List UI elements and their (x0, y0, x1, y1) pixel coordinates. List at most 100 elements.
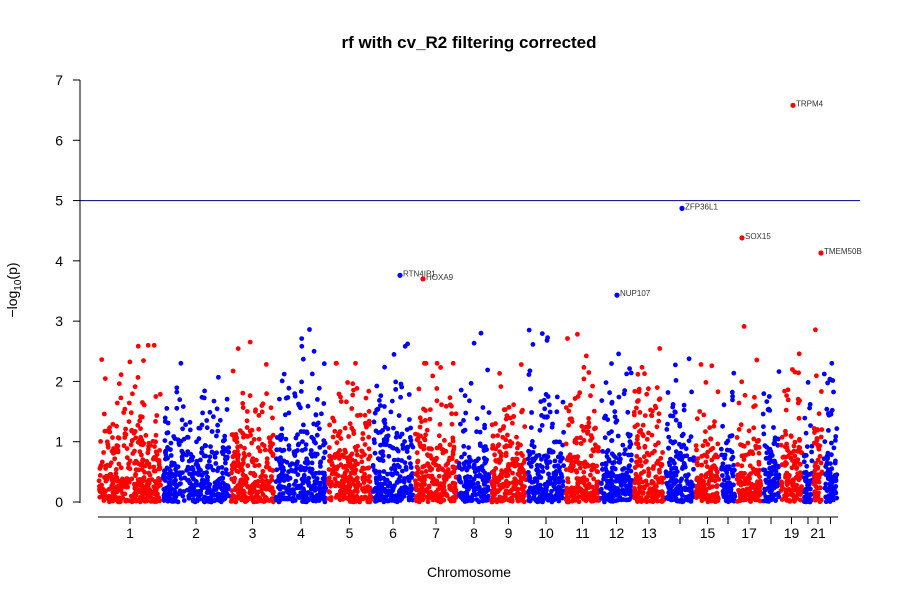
snp-point (434, 398, 440, 404)
snp-point (147, 472, 153, 478)
snp-point (565, 476, 571, 481)
snp-point (753, 488, 759, 493)
snp-point (186, 495, 192, 501)
snp-point (184, 467, 190, 473)
snp-point (644, 391, 650, 397)
snp-point (818, 434, 824, 440)
snp-point (142, 463, 148, 469)
snp-point (341, 483, 346, 489)
snp-point (694, 416, 700, 422)
snp-point (317, 482, 323, 487)
snp-point (281, 371, 287, 377)
snp-point (203, 443, 209, 449)
snp-point (708, 436, 714, 442)
snp-point (301, 488, 307, 494)
snp-point (256, 445, 261, 450)
snp-point (357, 482, 363, 488)
snp-point (214, 450, 220, 456)
snp-point (542, 481, 548, 487)
snp-point (380, 427, 386, 433)
snp-point (522, 424, 528, 429)
snp-point (327, 489, 332, 495)
snp-point (311, 495, 317, 501)
snp-point (798, 497, 803, 503)
snp-point (495, 433, 500, 438)
snp-point (303, 465, 309, 471)
snp-point (462, 451, 467, 457)
snp-point (458, 387, 464, 393)
snp-point (504, 470, 510, 476)
snp-point (593, 425, 598, 431)
snp-point (113, 467, 119, 472)
snp-point (581, 365, 587, 370)
snp-point (825, 472, 830, 478)
snp-point (367, 474, 372, 479)
snp-point (430, 373, 436, 379)
y-tick-label: 7 (55, 72, 63, 88)
snp-point (833, 438, 838, 443)
snp-point (606, 430, 612, 436)
snp-point (576, 499, 582, 505)
snp-point (366, 478, 371, 484)
snp-point (603, 461, 608, 466)
snp-point (399, 384, 405, 390)
snp-point (813, 460, 819, 466)
snp-point (680, 431, 686, 437)
snp-point (415, 466, 421, 472)
snp-point (660, 450, 665, 455)
snp-point (256, 426, 262, 432)
snp-point (233, 485, 239, 491)
snp-point (274, 435, 280, 440)
snp-point (194, 458, 200, 464)
snp-point (729, 456, 734, 462)
snp-point (659, 498, 664, 504)
snp-point (826, 428, 831, 433)
snp-point (437, 494, 442, 499)
snp-point (703, 459, 709, 465)
snp-point (130, 438, 135, 443)
snp-point (180, 457, 185, 463)
x-tick-label: 11 (575, 525, 590, 541)
snp-point (498, 451, 504, 457)
snp-point (579, 423, 585, 429)
snp-point (414, 437, 420, 443)
gene-label: HOXA9 (426, 273, 454, 282)
snp-point (366, 409, 372, 414)
snp-point (229, 470, 234, 476)
snp-point (249, 427, 255, 433)
snp-point (755, 495, 760, 501)
snp-point (154, 452, 160, 457)
x-axis-label: Chromosome (427, 564, 511, 580)
snp-point (147, 464, 153, 470)
snp-point (615, 497, 621, 503)
snp-point (401, 478, 407, 484)
snp-point (568, 459, 574, 464)
snp-point (637, 429, 642, 435)
snp-point (133, 471, 139, 477)
snp-point (471, 340, 477, 346)
snp-point (776, 475, 782, 480)
snp-point (635, 399, 640, 404)
snp-point (348, 475, 353, 480)
snp-point (354, 476, 360, 481)
snp-point (682, 453, 687, 459)
snp-point (636, 497, 641, 503)
snp-point (812, 495, 818, 500)
snp-point (535, 469, 541, 475)
snp-point (114, 423, 119, 429)
x-tick-label: 8 (470, 525, 478, 541)
snp-point (710, 477, 715, 483)
snp-point (330, 462, 335, 468)
snp-point (518, 493, 524, 498)
snp-point (530, 479, 536, 485)
snp-point (709, 363, 715, 369)
snp-point (546, 471, 551, 477)
snp-point (624, 371, 629, 377)
snp-point (439, 466, 445, 472)
snp-point (206, 484, 212, 489)
snp-point (296, 441, 302, 447)
snp-point (642, 371, 647, 377)
snp-point (117, 495, 122, 501)
snp-point (666, 485, 671, 490)
snp-point (312, 487, 318, 492)
